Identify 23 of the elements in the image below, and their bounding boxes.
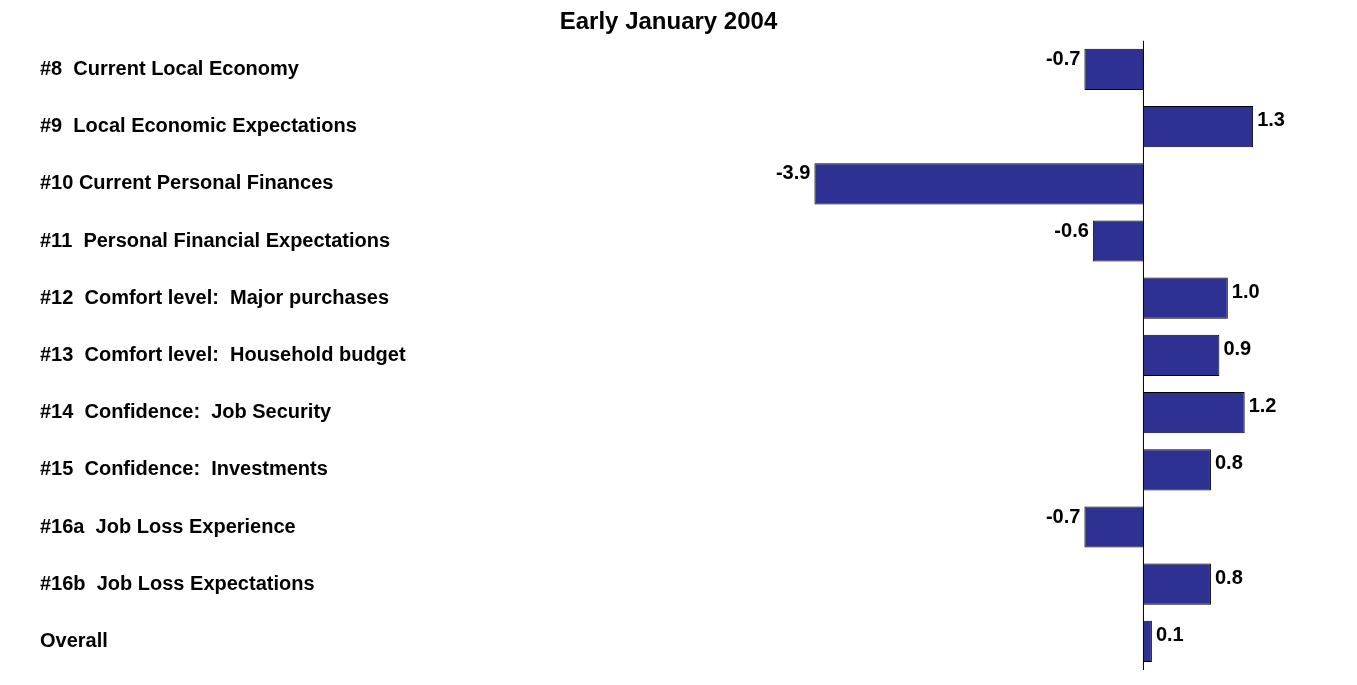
- y-tick-label: #9 Local Economic Expectations: [40, 114, 357, 137]
- y-tick-label: #12 Comfort level: Major purchases: [40, 285, 390, 308]
- data-label: 1.2: [1248, 394, 1277, 417]
- data-label: -0.7: [1045, 504, 1081, 527]
- chart-title: Early January 2004: [559, 7, 778, 35]
- data-label: -0.6: [1054, 218, 1089, 241]
- y-tick-label: #16a Job Loss Experience: [40, 514, 296, 537]
- y-tick-label: #16b Job Loss Expectations: [40, 571, 315, 594]
- y-tick-label: #11 Personal Financial Expectations: [40, 228, 391, 251]
- y-tick-label: #15 Confidence: Investments: [40, 457, 328, 480]
- y-tick-label: #14 Confidence: Job Security: [40, 400, 333, 423]
- data-label: -0.7: [1045, 46, 1081, 69]
- y-tick-label: Overall: [40, 628, 108, 651]
- y-tick-label: #10 Current Personal Finances: [40, 171, 334, 194]
- data-label: 0.9: [1223, 336, 1252, 359]
- data-label: 0.1: [1155, 622, 1184, 645]
- data-label: 0.8: [1214, 451, 1243, 474]
- y-tick-label: #8 Current Local Economy: [40, 56, 300, 79]
- data-label: 1.0: [1231, 279, 1260, 302]
- data-label: 1.3: [1257, 108, 1285, 131]
- data-label: 0.8: [1214, 565, 1243, 588]
- data-label: -3.9: [775, 161, 811, 184]
- y-tick-label: #13 Comfort level: Household budget: [40, 342, 406, 365]
